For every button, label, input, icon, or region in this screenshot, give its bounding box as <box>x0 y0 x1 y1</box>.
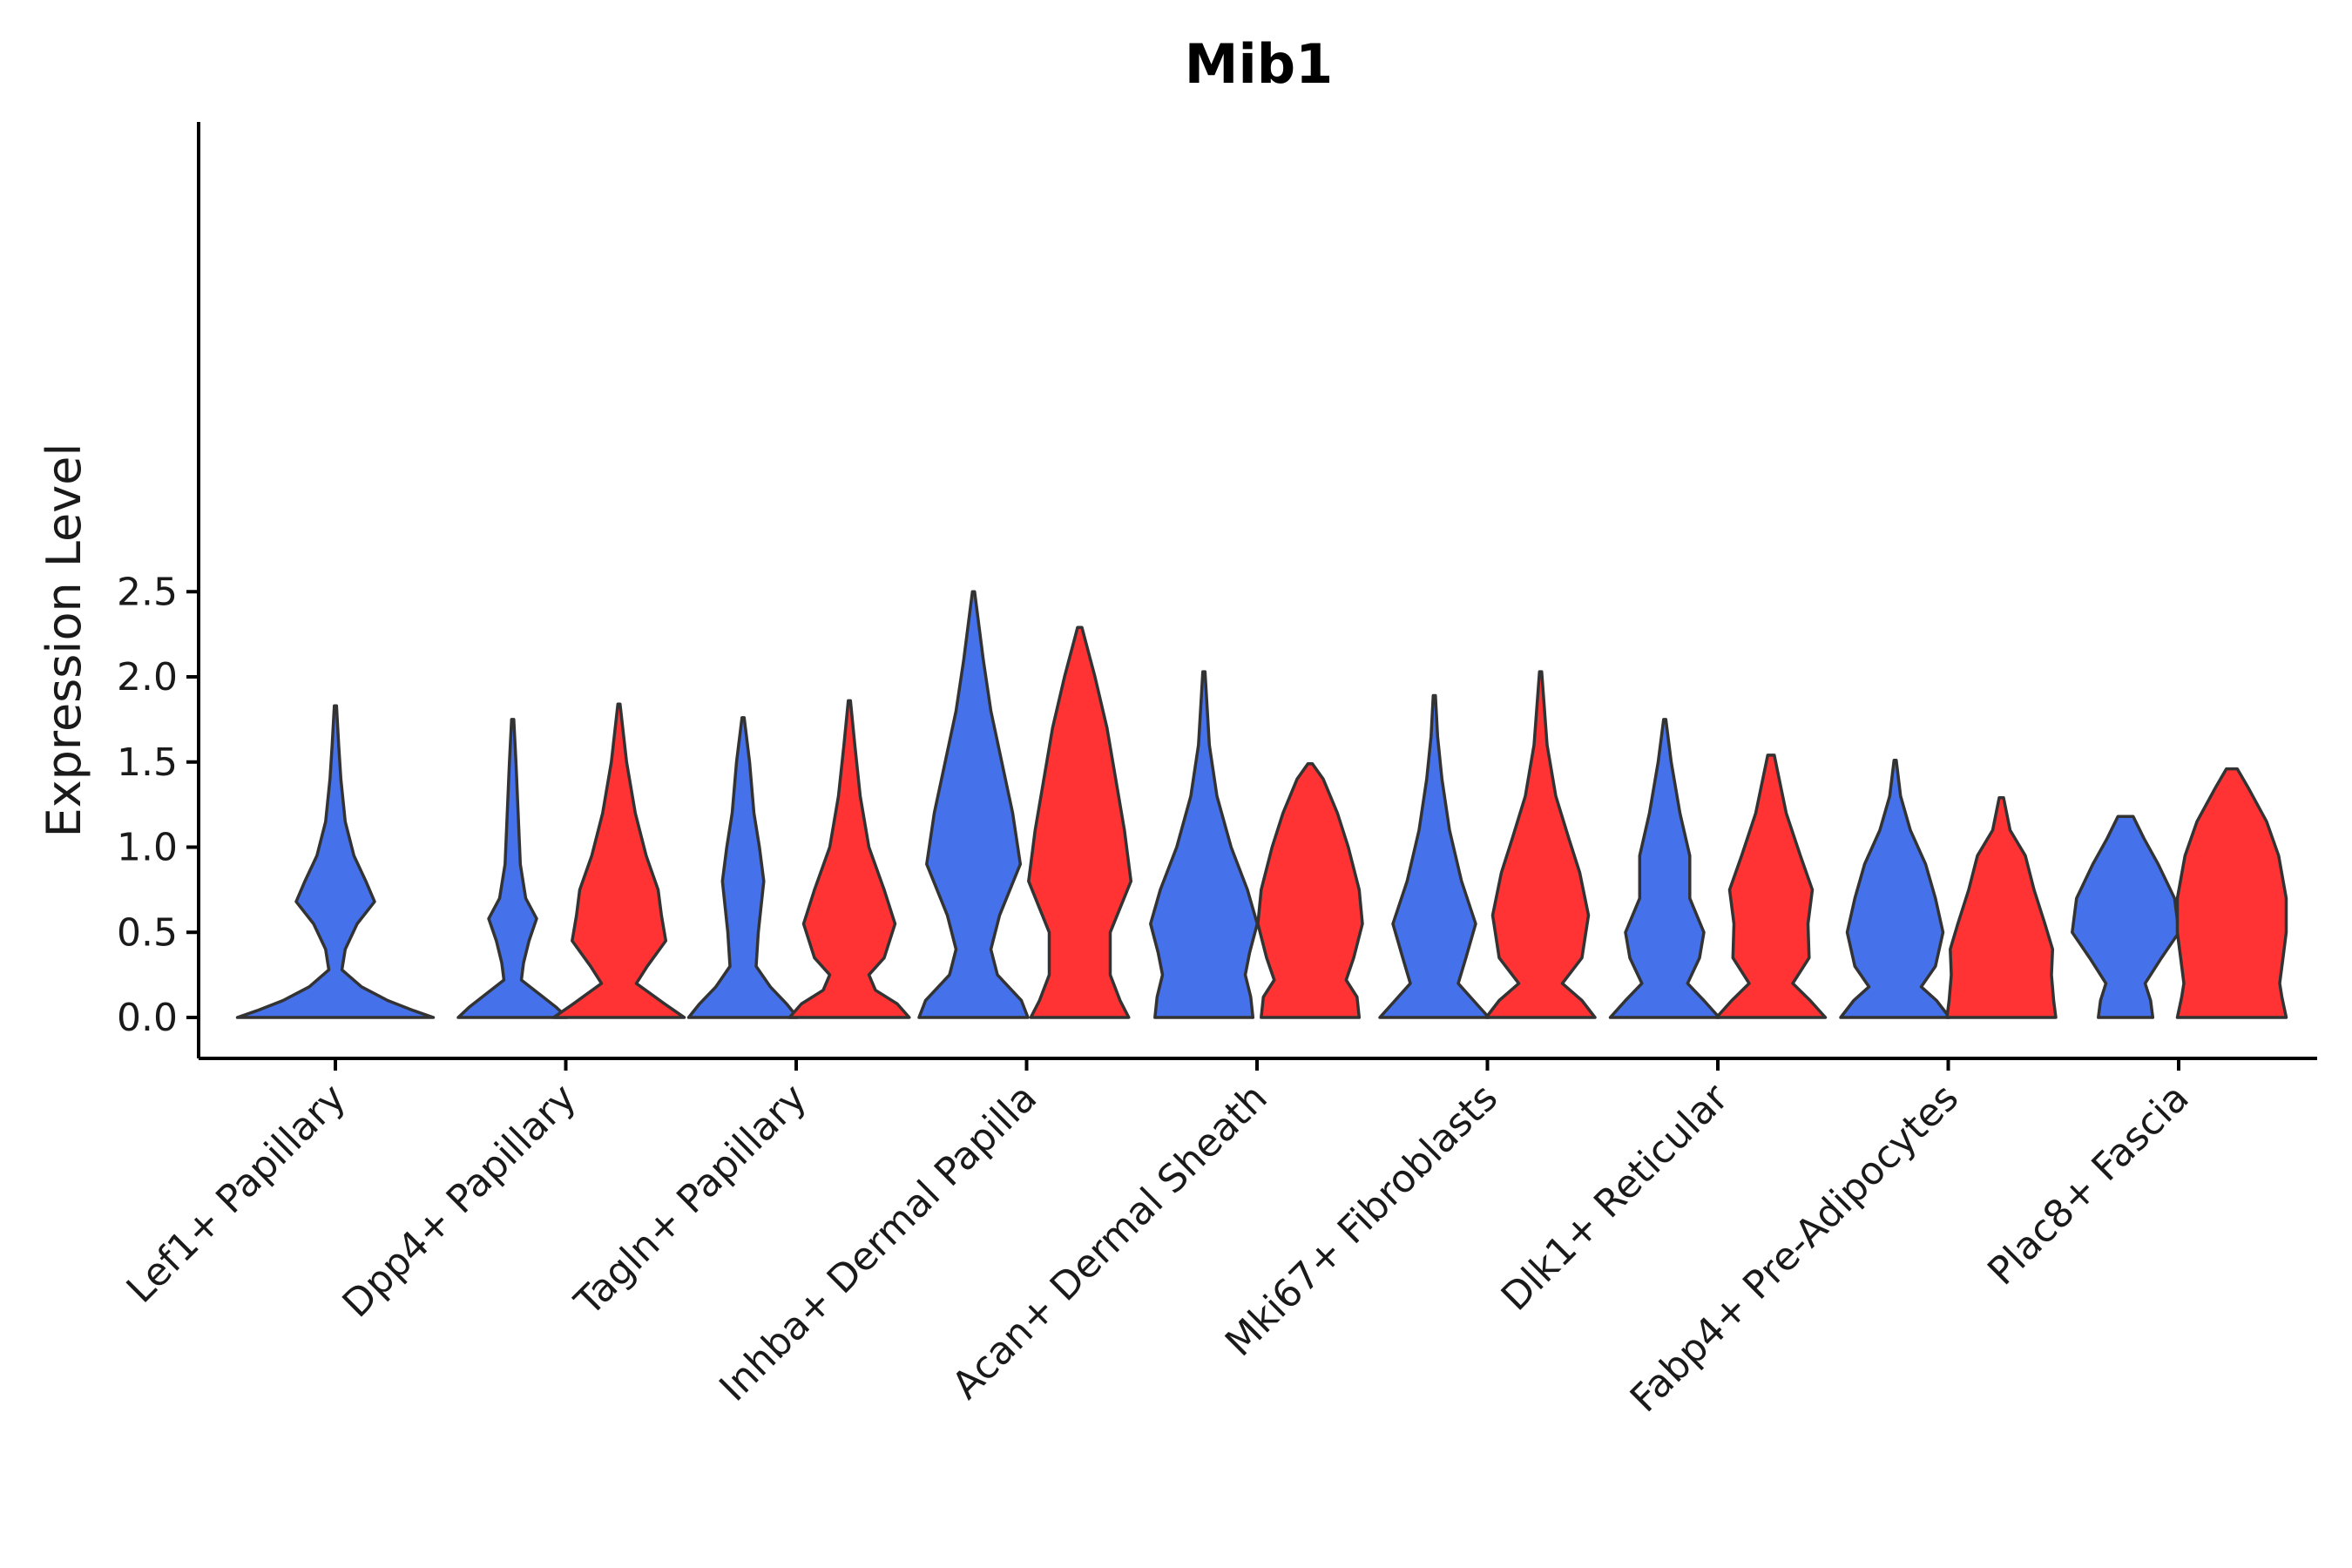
violin-group2-cat-7 <box>1945 796 2058 1019</box>
chart-title: Mib1 <box>1185 32 1333 96</box>
x-tick-label: Dlk1+ Reticular <box>1493 1075 1738 1320</box>
violin-group <box>235 590 2288 1019</box>
x-tick-label: Lef1+ Papillary <box>118 1076 355 1312</box>
violin-group1-cat-7 <box>1839 759 1951 1019</box>
violin-group2-cat-8 <box>2175 767 2288 1019</box>
violin-group1-cat-2 <box>686 716 800 1019</box>
y-tick-label: 2.0 <box>117 655 178 700</box>
violin-group2-cat-3 <box>1027 625 1133 1019</box>
violin-group1-cat-8 <box>2071 814 2181 1019</box>
violin-group1-cat-4 <box>1149 670 1260 1019</box>
x-tick-label: Tagln+ Papillary <box>566 1076 815 1325</box>
y-tick-label: 2.5 <box>117 570 178 614</box>
violin-group2-cat-6 <box>1714 754 1828 1019</box>
x-tick-label: Plac8+ Fascia <box>1979 1076 2198 1294</box>
y-axis: 0.0 0.5 1.0 1.5 2.0 2.5 <box>117 122 200 1058</box>
violin-group1-cat-3 <box>917 590 1030 1019</box>
y-tick-label: 1.5 <box>117 740 178 785</box>
violin-group1-cat-1 <box>456 718 569 1019</box>
violin-group2-cat-1 <box>551 702 686 1019</box>
violin-group1-cat-5 <box>1378 693 1490 1019</box>
y-axis-label: Expression Level <box>37 443 91 838</box>
violin-group2-cat-2 <box>787 699 911 1019</box>
violin-group1-cat-0 <box>235 704 436 1019</box>
violin-group2-cat-4 <box>1256 761 1364 1019</box>
x-tick-label: Dpp4+ Papillary <box>335 1076 585 1327</box>
violin-group1-cat-6 <box>1608 718 1721 1019</box>
y-tick-label: 0.0 <box>117 996 178 1040</box>
y-tick-label: 0.5 <box>117 910 178 955</box>
violin-group2-cat-5 <box>1484 670 1597 1019</box>
y-tick-label: 1.0 <box>117 826 178 870</box>
